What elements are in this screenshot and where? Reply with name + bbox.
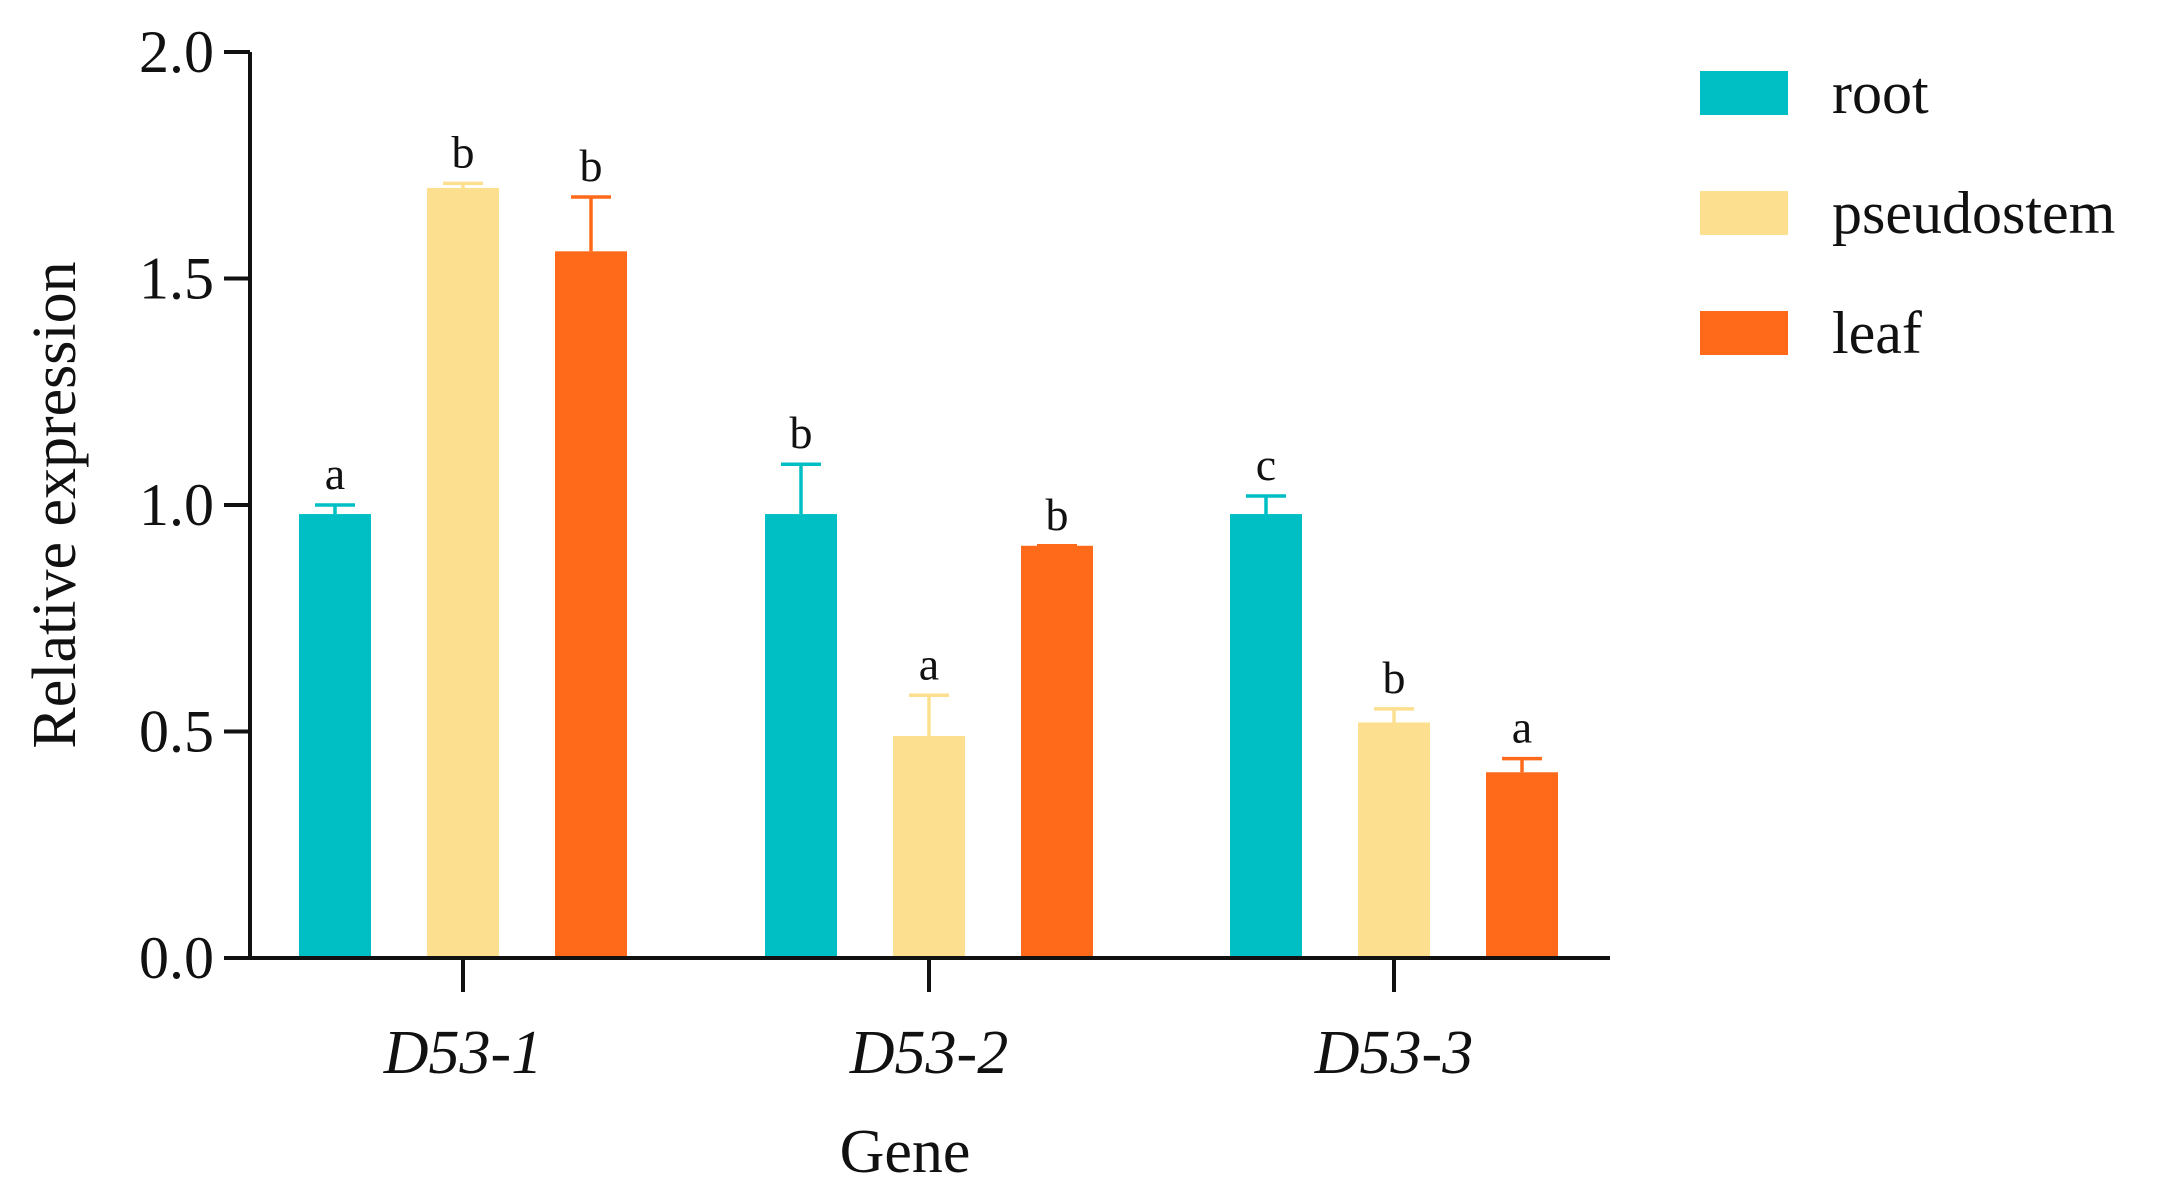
significance-letter: c <box>1256 439 1276 490</box>
legend-swatch-root <box>1700 71 1788 115</box>
y-tick-label: 1.0 <box>139 472 214 538</box>
y-ticks-layer: 0.0 0.5 1.0 1.5 2.0 <box>139 19 250 991</box>
bar-root-D53-3 <box>1230 514 1302 958</box>
legend-swatch-pseudostem <box>1700 191 1788 235</box>
significance-letter: a <box>919 638 939 689</box>
significance-letter: a <box>1512 702 1532 753</box>
bar-pseudostem-D53-2 <box>893 736 965 958</box>
significance-letter: b <box>1383 652 1406 703</box>
y-tick-label: 2.0 <box>139 19 214 85</box>
x-tick-label: D53-3 <box>1314 1019 1473 1087</box>
x-tick-label: D53-1 <box>383 1019 542 1087</box>
bar-leaf-D53-3 <box>1486 772 1558 958</box>
significance-letter: a <box>325 448 345 499</box>
x-tick-label: D53-2 <box>849 1019 1008 1087</box>
significance-letter: b <box>580 140 603 191</box>
bar-pseudostem-D53-1 <box>427 187 499 958</box>
x-ticks-layer: D53-1 D53-2 D53-3 <box>383 958 1473 1087</box>
x-axis-title: Gene <box>840 1118 971 1186</box>
bar-leaf-D53-2 <box>1021 545 1093 958</box>
legend-swatch-leaf <box>1700 311 1788 355</box>
y-tick-label: 0.0 <box>139 925 214 991</box>
significance-letter: b <box>452 126 475 177</box>
y-tick-label: 0.5 <box>139 699 214 765</box>
bar-pseudostem-D53-3 <box>1358 722 1430 958</box>
legend-label-root: root <box>1832 60 1929 126</box>
bars-layer <box>299 187 1558 958</box>
legend: root pseudostem leaf <box>1700 60 2115 366</box>
legend-label-pseudostem: pseudostem <box>1832 180 2115 246</box>
bar-root-D53-1 <box>299 514 371 958</box>
significance-letters-layer: a b b b a b c b a <box>325 126 1532 752</box>
bar-root-D53-2 <box>765 514 837 958</box>
significance-letter: b <box>790 407 813 458</box>
legend-label-leaf: leaf <box>1832 300 1922 366</box>
bar-leaf-D53-1 <box>555 251 627 958</box>
significance-letter: b <box>1046 489 1069 540</box>
error-bars-layer <box>315 181 1542 773</box>
y-tick-label: 1.5 <box>139 246 214 312</box>
y-axis-title: Relative expression <box>21 261 89 748</box>
